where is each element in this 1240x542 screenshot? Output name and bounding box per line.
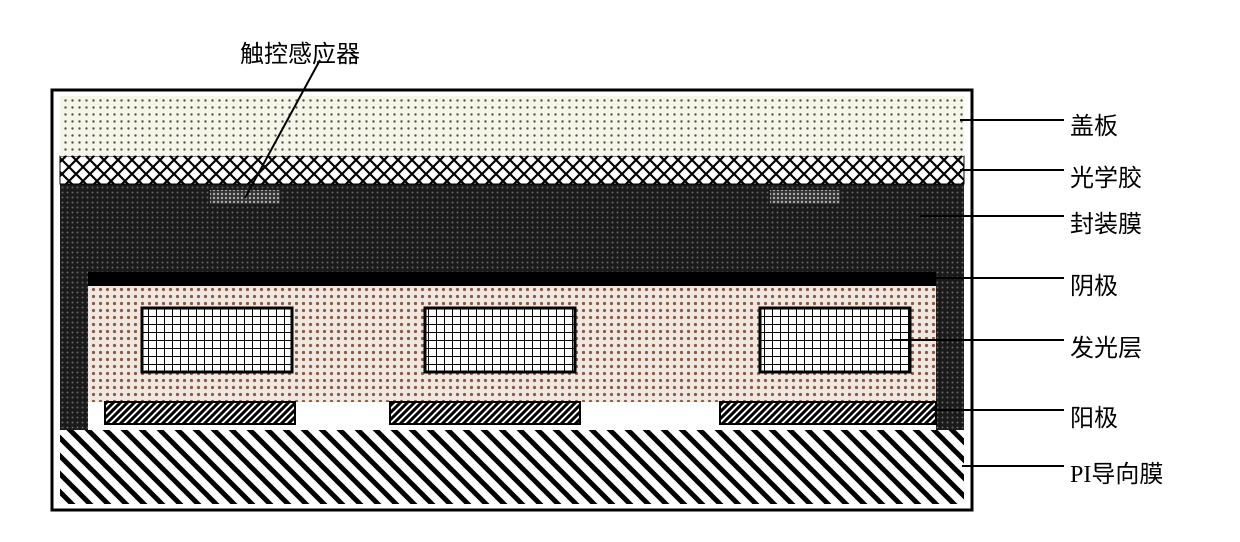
label-cathode: 阴极 <box>1070 266 1118 301</box>
label-oca: 光学胶 <box>1070 158 1142 193</box>
label-touch-sensor: 触控感应器 <box>240 34 360 69</box>
label-encap: 封装膜 <box>1070 204 1142 239</box>
label-emissive: 发光层 <box>1070 328 1142 363</box>
label-pi-film: PI导向膜 <box>1070 454 1163 489</box>
cross-section-svg <box>20 20 1240 522</box>
diagram-container: 触控感应器 盖板 光学胶 封装膜 阴极 发光层 阳极 PI导向膜 <box>20 20 1240 522</box>
label-anode: 阳极 <box>1070 398 1118 433</box>
label-cover: 盖板 <box>1070 106 1118 141</box>
